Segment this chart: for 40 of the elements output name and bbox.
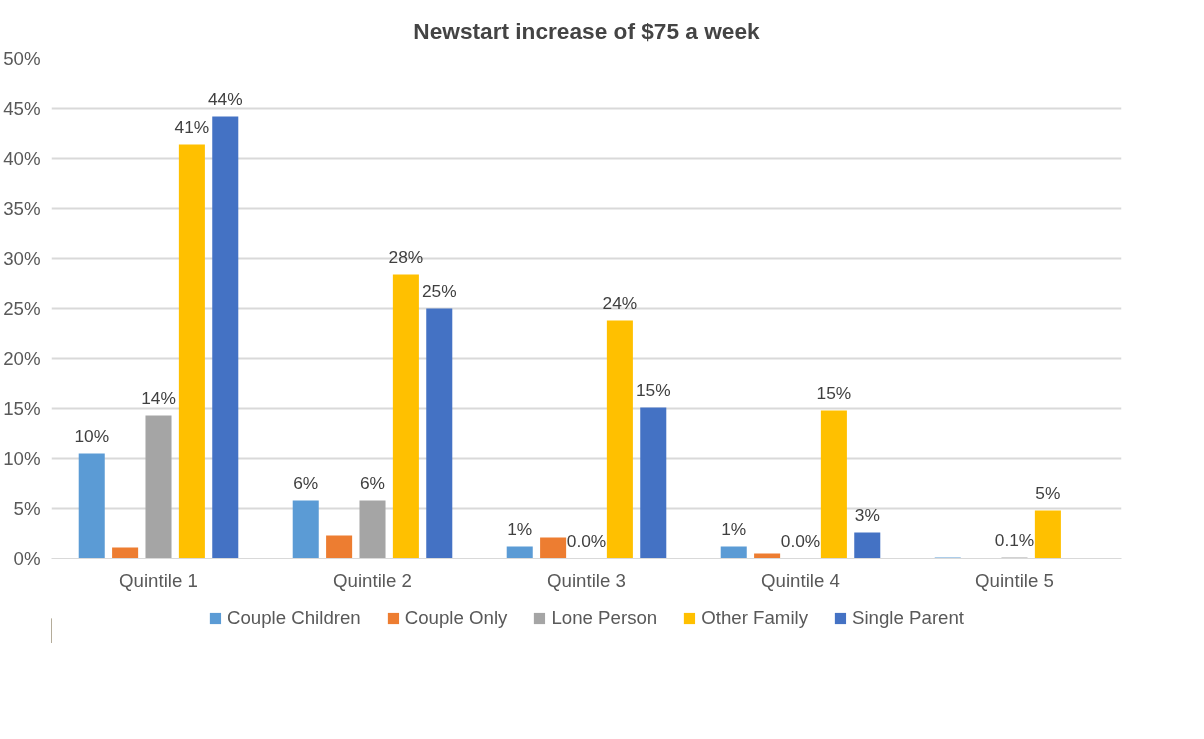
legend-label: Couple Only bbox=[404, 607, 508, 629]
data-label: 5% bbox=[1035, 482, 1061, 503]
y-tick-label: 15% bbox=[3, 398, 41, 419]
data-label: 28% bbox=[388, 246, 424, 267]
y-tick-label: 10% bbox=[3, 448, 41, 469]
chart-title: Newstart increase of $75 a week bbox=[413, 17, 761, 44]
data-label: 0.0% bbox=[566, 530, 607, 551]
legend-label: Single Parent bbox=[852, 607, 965, 629]
y-tick-label: 40% bbox=[3, 148, 41, 169]
data-label: 44% bbox=[207, 88, 243, 109]
data-label: 0.1% bbox=[994, 529, 1035, 550]
y-tick-label: 50% bbox=[3, 48, 41, 69]
y-tick-label: 30% bbox=[3, 248, 41, 269]
data-label: 1% bbox=[507, 518, 533, 539]
data-label: 6% bbox=[293, 472, 319, 493]
y-tick-label: 35% bbox=[3, 198, 41, 219]
y-tick-label: 25% bbox=[3, 298, 41, 319]
data-label: 24% bbox=[602, 292, 638, 313]
x-tick-label: Quintile 4 bbox=[761, 569, 840, 591]
data-label: 6% bbox=[359, 472, 386, 493]
data-label: 1% bbox=[721, 518, 747, 539]
data-label: 3% bbox=[854, 504, 880, 525]
y-tick-label: 20% bbox=[3, 348, 41, 369]
x-tick-label: Quintile 5 bbox=[975, 569, 1054, 591]
y-tick-label: 5% bbox=[13, 498, 41, 519]
y-tick-label: 45% bbox=[3, 98, 41, 119]
x-tick-label: Quintile 2 bbox=[333, 569, 412, 591]
data-label: 0.0% bbox=[780, 530, 821, 551]
data-label: 41% bbox=[174, 116, 210, 137]
data-label: 15% bbox=[816, 382, 852, 403]
x-tick-label: Quintile 1 bbox=[119, 569, 198, 591]
legend-label: Other Family bbox=[701, 607, 809, 629]
x-tick-label: Quintile 3 bbox=[547, 569, 626, 591]
data-label: 25% bbox=[421, 280, 457, 301]
legend-label: Couple Children bbox=[226, 607, 361, 629]
data-label: 10% bbox=[74, 425, 110, 446]
data-label: 15% bbox=[635, 379, 671, 400]
y-tick-label: 0% bbox=[13, 548, 41, 569]
data-label: 14% bbox=[141, 387, 176, 408]
legend-label: Lone Person bbox=[551, 607, 658, 629]
